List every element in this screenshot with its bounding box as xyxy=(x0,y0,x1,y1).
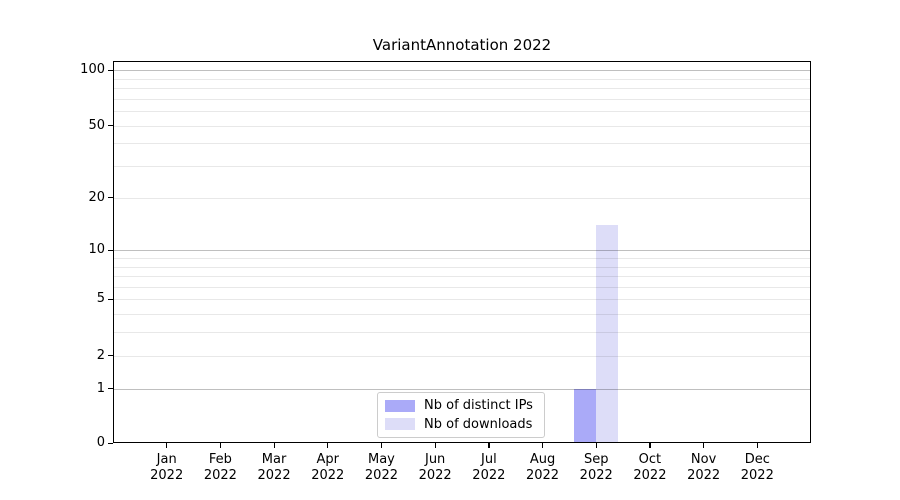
x-tick-year: 2022 xyxy=(150,467,184,483)
y-tick-label: 1 xyxy=(96,380,105,396)
y-tick-label: 20 xyxy=(88,189,105,205)
legend-label-distinct-ips: Nb of distinct IPs xyxy=(424,398,533,414)
x-tick-mark xyxy=(219,443,222,448)
x-tick-label: Jul 2022 xyxy=(457,452,521,483)
y-tick-label: 2 xyxy=(96,347,105,363)
x-tick-label: Nov 2022 xyxy=(672,452,736,483)
bar-downloads xyxy=(596,225,619,443)
x-tick-month: Apr xyxy=(316,452,340,467)
axes-frame xyxy=(113,61,811,443)
x-tick-month: Mar xyxy=(261,452,287,467)
y-tick-mark xyxy=(108,298,113,301)
x-tick-mark xyxy=(488,443,490,448)
x-tick-label: Apr 2022 xyxy=(296,452,360,483)
bar-distinct-ips xyxy=(574,388,597,443)
y-gridline-major xyxy=(113,388,811,390)
x-tick-year: 2022 xyxy=(472,467,506,483)
y-gridline-minor xyxy=(113,125,811,127)
x-tick-label: May 2022 xyxy=(349,452,413,483)
y-gridline-minor xyxy=(113,276,811,278)
y-gridline-minor xyxy=(113,286,811,288)
y-tick-mark xyxy=(108,69,113,71)
y-gridline-minor xyxy=(113,299,811,301)
x-tick-year: 2022 xyxy=(311,467,345,483)
x-tick-mark xyxy=(327,443,329,448)
y-gridline-minor xyxy=(113,111,811,113)
y-gridline-minor xyxy=(113,88,811,90)
x-tick-mark xyxy=(273,443,275,448)
x-tick-mark xyxy=(542,443,544,448)
x-tick-label: Jun 2022 xyxy=(403,452,467,483)
x-tick-year: 2022 xyxy=(525,467,560,483)
x-tick-mark xyxy=(703,443,705,448)
x-tick-mark xyxy=(434,443,436,448)
x-tick-year: 2022 xyxy=(579,467,613,483)
legend-label-downloads: Nb of downloads xyxy=(424,416,533,432)
x-tick-month: Oct xyxy=(638,452,662,467)
x-tick-month: Sep xyxy=(583,452,609,467)
x-tick-month: Jun xyxy=(424,452,446,467)
y-gridline-minor xyxy=(113,78,811,80)
legend-swatch-distinct-ips-icon xyxy=(385,399,415,412)
y-gridline-minor xyxy=(113,197,811,199)
plot-area: 0 1 2 5 10 20 50 100 Jan 2022 Feb 2022 Mar 2022 Apr 202… xyxy=(80,61,811,483)
y-tick-mark xyxy=(108,249,113,251)
x-tick-mark xyxy=(649,443,651,448)
y-gridline-minor xyxy=(113,98,811,100)
y-gridline-minor xyxy=(113,143,811,145)
x-tick-month: Dec xyxy=(744,452,770,467)
y-tick-label: 5 xyxy=(96,291,105,307)
legend-swatch-downloads-icon xyxy=(385,418,415,431)
y-tick-label: 0 xyxy=(96,435,105,450)
x-tick-month: Aug xyxy=(529,452,556,467)
y-gridline-major xyxy=(113,250,811,252)
x-tick-month: Jul xyxy=(481,452,497,467)
legend-item-distinct-ips: Nb of distinct IPs xyxy=(385,398,537,413)
x-tick-mark xyxy=(380,443,383,448)
x-tick-year: 2022 xyxy=(740,467,774,483)
x-tick-year: 2022 xyxy=(633,467,667,483)
y-tick-mark xyxy=(108,197,113,199)
y-tick-mark xyxy=(108,125,113,127)
x-tick-year: 2022 xyxy=(257,467,291,483)
y-gridline-major xyxy=(113,70,811,72)
y-gridline-minor xyxy=(113,314,811,316)
x-tick-mark xyxy=(166,443,168,448)
legend: Nb of distinct IPs Nb of downloads xyxy=(377,392,545,438)
x-tick-mark xyxy=(756,443,758,448)
y-tick-mark xyxy=(108,388,113,390)
x-tick-label: Oct 2022 xyxy=(618,452,682,483)
x-tick-year: 2022 xyxy=(687,467,721,483)
y-tick-label: 50 xyxy=(88,117,105,133)
x-tick-label: Aug 2022 xyxy=(511,452,575,483)
x-tick-month: Jan xyxy=(156,452,177,467)
y-tick-mark xyxy=(108,442,113,444)
x-tick-year: 2022 xyxy=(203,467,237,483)
x-tick-month: Feb xyxy=(208,452,232,467)
x-tick-year: 2022 xyxy=(364,467,398,483)
x-tick-mark xyxy=(595,443,597,448)
y-tick-mark xyxy=(108,355,113,357)
x-tick-label: Dec 2022 xyxy=(725,452,789,483)
x-tick-label: Jan 2022 xyxy=(135,452,199,483)
chart-title: VariantAnnotation 2022 xyxy=(372,36,552,54)
y-gridline-minor xyxy=(113,166,811,168)
y-gridline-minor xyxy=(113,266,811,268)
y-tick-label: 100 xyxy=(80,62,105,78)
x-tick-label: Feb 2022 xyxy=(188,452,252,483)
legend-item-downloads: Nb of downloads xyxy=(385,417,537,432)
y-gridline-minor xyxy=(113,355,811,357)
y-gridline-minor xyxy=(113,258,811,259)
x-tick-label: Sep 2022 xyxy=(564,452,628,483)
x-tick-label: Mar 2022 xyxy=(242,452,306,483)
x-tick-month: Nov xyxy=(690,452,717,467)
x-tick-month: May xyxy=(368,452,395,467)
y-tick-label: 10 xyxy=(88,242,105,258)
x-tick-year: 2022 xyxy=(418,467,452,483)
y-gridline-minor xyxy=(113,332,811,334)
